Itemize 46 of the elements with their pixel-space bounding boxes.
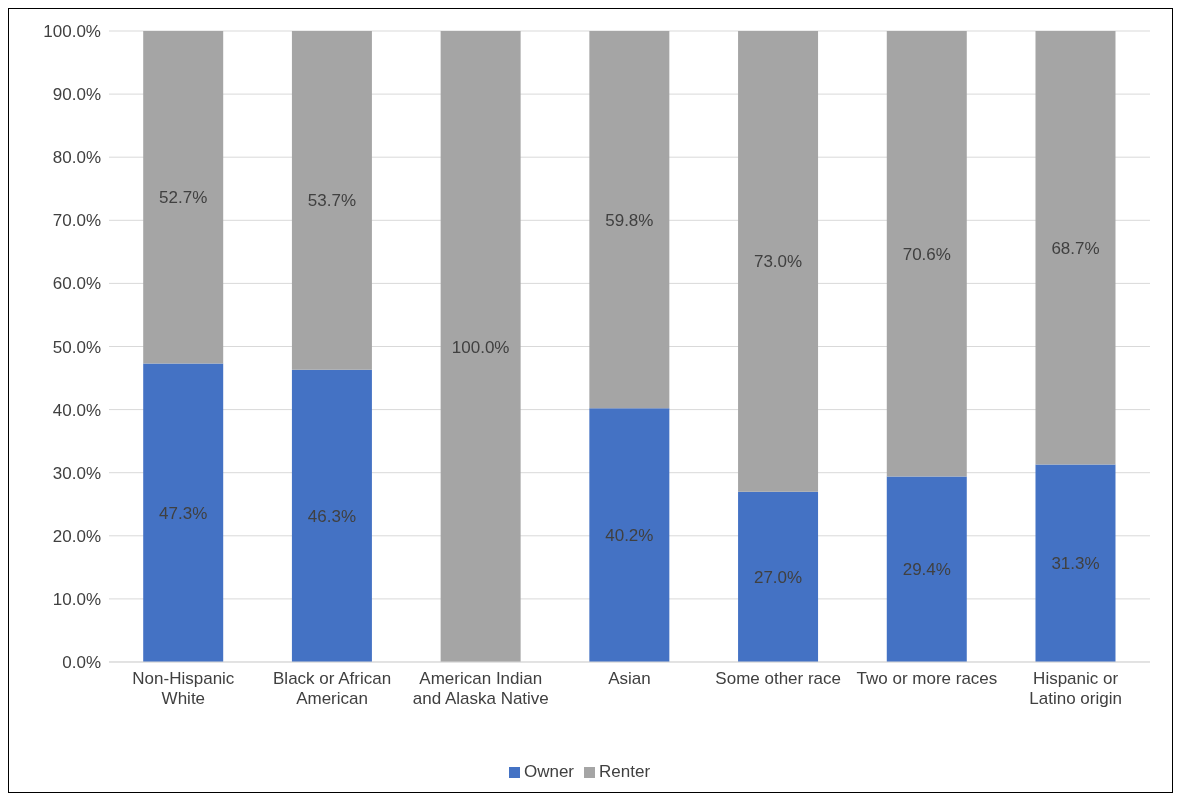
- data-label: 68.7%: [1051, 238, 1100, 258]
- bar: [291, 369, 372, 662]
- data-label: 53.7%: [307, 191, 357, 211]
- y-tick-label: 0.0%: [62, 653, 101, 673]
- data-label: 27.0%: [753, 567, 803, 587]
- y-tick-label: 10.0%: [52, 589, 101, 609]
- bar: [291, 31, 372, 370]
- x-tick-label: Asian: [608, 669, 651, 688]
- bar: [143, 363, 224, 662]
- x-tick-label: Hispanic or Latino origin: [1029, 669, 1122, 708]
- bar: [886, 31, 967, 477]
- legend-label: Renter: [599, 762, 651, 781]
- bar: [589, 31, 670, 409]
- y-tick-label: 70.0%: [52, 211, 101, 231]
- bar: [440, 31, 521, 662]
- data-label: 46.3%: [307, 506, 357, 526]
- y-tick-label: 50.0%: [52, 337, 101, 357]
- y-tick-label: 20.0%: [52, 526, 101, 546]
- data-label: 40.2%: [605, 526, 654, 546]
- bar: [886, 476, 967, 662]
- bar: [738, 31, 819, 492]
- data-label: 70.6%: [902, 244, 951, 264]
- x-tick-label: Some other race: [715, 669, 842, 688]
- bar: [1035, 31, 1116, 465]
- data-label: 52.7%: [159, 188, 208, 208]
- data-label: 29.4%: [902, 560, 951, 580]
- bar: [1035, 464, 1116, 662]
- y-tick-label: 90.0%: [52, 85, 101, 105]
- bar: [738, 491, 819, 662]
- bar: [589, 408, 670, 662]
- x-tick-label: Black or African American: [273, 669, 392, 708]
- bar: [143, 31, 224, 364]
- y-tick-label: 60.0%: [52, 274, 101, 294]
- y-tick-label: 80.0%: [52, 148, 101, 168]
- data-label: 59.8%: [605, 210, 654, 230]
- data-label: 100.0%: [451, 337, 510, 357]
- y-tick-label: 100.0%: [43, 22, 101, 42]
- legend-label: Owner: [523, 762, 575, 781]
- x-tick-label: Non-Hispanic White: [132, 669, 235, 708]
- y-tick-label: 30.0%: [52, 463, 101, 483]
- data-label: 73.0%: [753, 252, 803, 272]
- y-tick-label: 40.0%: [52, 400, 101, 420]
- x-tick-label: Two or more races: [856, 669, 998, 688]
- data-label: 47.3%: [159, 503, 208, 523]
- data-label: 31.3%: [1051, 554, 1100, 574]
- x-tick-label: American Indian and Alaska Native: [412, 669, 549, 708]
